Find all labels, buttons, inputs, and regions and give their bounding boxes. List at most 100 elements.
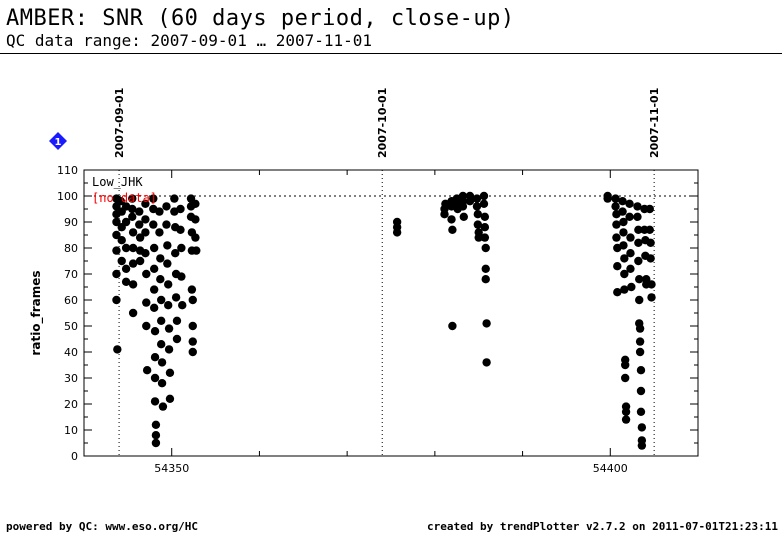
data-point (112, 230, 121, 240)
data-point (637, 441, 647, 450)
data-point (150, 353, 160, 362)
data-point (113, 345, 122, 354)
data-point (635, 347, 645, 357)
data-point (121, 217, 131, 227)
data-point (156, 275, 165, 284)
data-point (626, 233, 635, 242)
data-point (633, 202, 642, 211)
data-point (171, 293, 181, 302)
data-point (635, 324, 645, 333)
data-point (188, 337, 197, 346)
data-point (621, 407, 631, 416)
data-point (637, 423, 647, 432)
data-point (613, 288, 622, 297)
diamond-icon (49, 132, 67, 150)
y-tick-label: 80 (64, 242, 78, 255)
data-point (135, 256, 145, 266)
data-point (188, 347, 197, 357)
data-point (155, 207, 164, 216)
data-point (128, 280, 138, 289)
data-point (392, 228, 402, 237)
data-point (611, 194, 620, 203)
data-point (647, 280, 656, 289)
data-point (156, 316, 166, 325)
panel-label: Low_JHK (92, 175, 143, 189)
data-point (162, 202, 171, 211)
data-point (112, 269, 121, 279)
data-point (150, 327, 160, 336)
qc-data-range: QC data range: 2007-09-01 … 2007-11-01 (6, 31, 373, 50)
data-point (150, 397, 160, 406)
data-point (647, 293, 656, 302)
data-point (117, 256, 126, 266)
data-point (627, 282, 636, 292)
data-point (128, 243, 138, 253)
data-point (164, 301, 173, 310)
data-point (474, 233, 483, 242)
data-point (646, 254, 655, 263)
data-point (620, 360, 630, 370)
data-point (482, 319, 491, 328)
data-point (480, 233, 490, 242)
data-point (177, 243, 186, 253)
data-point (633, 212, 642, 221)
data-point (473, 210, 483, 219)
data-point (481, 275, 490, 284)
data-point (620, 373, 630, 383)
y-tick-label: 100 (57, 190, 78, 203)
data-point (613, 262, 622, 271)
data-point (625, 199, 634, 208)
y-tick-label: 90 (64, 216, 78, 229)
data-point (459, 212, 469, 221)
data-point (635, 337, 645, 346)
data-point (188, 295, 197, 305)
data-point (620, 285, 629, 294)
data-point (480, 223, 490, 232)
header-divider (0, 53, 782, 54)
data-point (142, 321, 151, 331)
data-point (151, 431, 161, 440)
data-points (112, 191, 656, 450)
data-point (163, 259, 172, 268)
y-tick-label: 110 (57, 164, 78, 177)
date-markers: 2007-09-01 2007-10-01 2007-11-01 (113, 88, 661, 456)
data-point (191, 199, 200, 208)
data-point (625, 212, 634, 221)
data-point (128, 194, 137, 203)
data-point (619, 228, 628, 237)
data-point (472, 194, 482, 203)
data-point (156, 340, 166, 349)
data-point (142, 269, 151, 279)
y-tick-label: 20 (64, 398, 78, 411)
data-point (112, 295, 121, 305)
data-point (141, 228, 150, 237)
data-point (141, 249, 150, 258)
data-point (479, 199, 489, 208)
data-point (157, 379, 167, 388)
data-point (626, 249, 635, 258)
y-tick-label: 60 (64, 294, 78, 307)
info-badge[interactable]: 1 (49, 132, 67, 150)
data-point (116, 197, 126, 206)
data-point (188, 321, 197, 331)
data-point (165, 368, 175, 377)
data-point (440, 210, 449, 219)
data-point (128, 259, 138, 268)
y-tick-label: 70 (64, 268, 78, 281)
data-point (636, 366, 646, 375)
data-point (177, 272, 186, 281)
data-point (636, 386, 646, 396)
data-point (176, 225, 185, 234)
data-point (128, 308, 138, 318)
data-point (156, 254, 165, 263)
data-point (620, 254, 629, 263)
y-axis-label: ratio_frames (29, 270, 44, 355)
data-point (634, 225, 643, 234)
data-point (481, 264, 490, 273)
x-axis: 54350 54400 (83, 170, 699, 475)
data-point (149, 243, 159, 253)
data-point (150, 373, 160, 383)
data-point (635, 275, 644, 284)
data-point (458, 202, 468, 211)
data-point (172, 334, 182, 344)
